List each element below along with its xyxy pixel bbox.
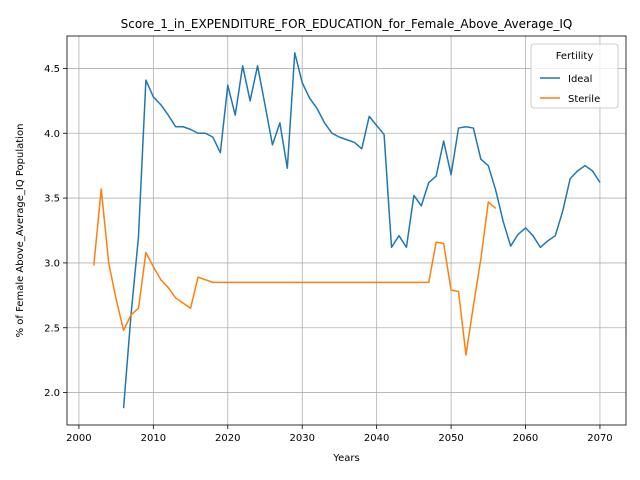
x-tick-label: 2000 (66, 433, 91, 444)
y-tick-label: 4.5 (44, 64, 60, 75)
chart-title: Score_1_in_EXPENDITURE_FOR_EDUCATION_for… (121, 17, 573, 31)
x-tick-label: 2070 (587, 433, 612, 444)
legend-label-ideal: Ideal (568, 74, 592, 85)
y-tick-label: 3.5 (44, 194, 60, 205)
x-axis-ticks: 2000 2010 2020 2030 2040 2050 2060 2070 (66, 425, 613, 444)
series-line-ideal (122, 52, 601, 409)
x-tick-label: 2020 (215, 433, 240, 444)
x-tick-label: 2050 (438, 433, 463, 444)
x-axis-label: Years (332, 453, 359, 464)
plot-frame (66, 35, 627, 426)
y-tick-label: 3.0 (44, 258, 60, 269)
series-line-sterile (93, 188, 497, 356)
legend-box (530, 43, 619, 109)
series-layer (93, 52, 601, 409)
y-axis-ticks: 2.0 2.5 3.0 3.5 4.0 4.5 (44, 64, 67, 399)
y-axis-label: % of Female Above_Average_IQ Population (15, 124, 26, 338)
legend-label-sterile: Sterile (568, 94, 600, 105)
legend-title: Fertility (556, 51, 594, 62)
y-tick-label: 2.5 (44, 323, 60, 334)
x-tick-label: 2060 (513, 433, 538, 444)
x-tick-label: 2010 (141, 433, 166, 444)
x-tick-label: 2030 (289, 433, 314, 444)
legend-items: Ideal Sterile (540, 74, 600, 105)
x-tick-label: 2040 (364, 433, 389, 444)
legend: Fertility Ideal Sterile (530, 43, 619, 109)
y-tick-label: 2.0 (44, 388, 60, 399)
y-tick-label: 4.0 (44, 129, 60, 140)
